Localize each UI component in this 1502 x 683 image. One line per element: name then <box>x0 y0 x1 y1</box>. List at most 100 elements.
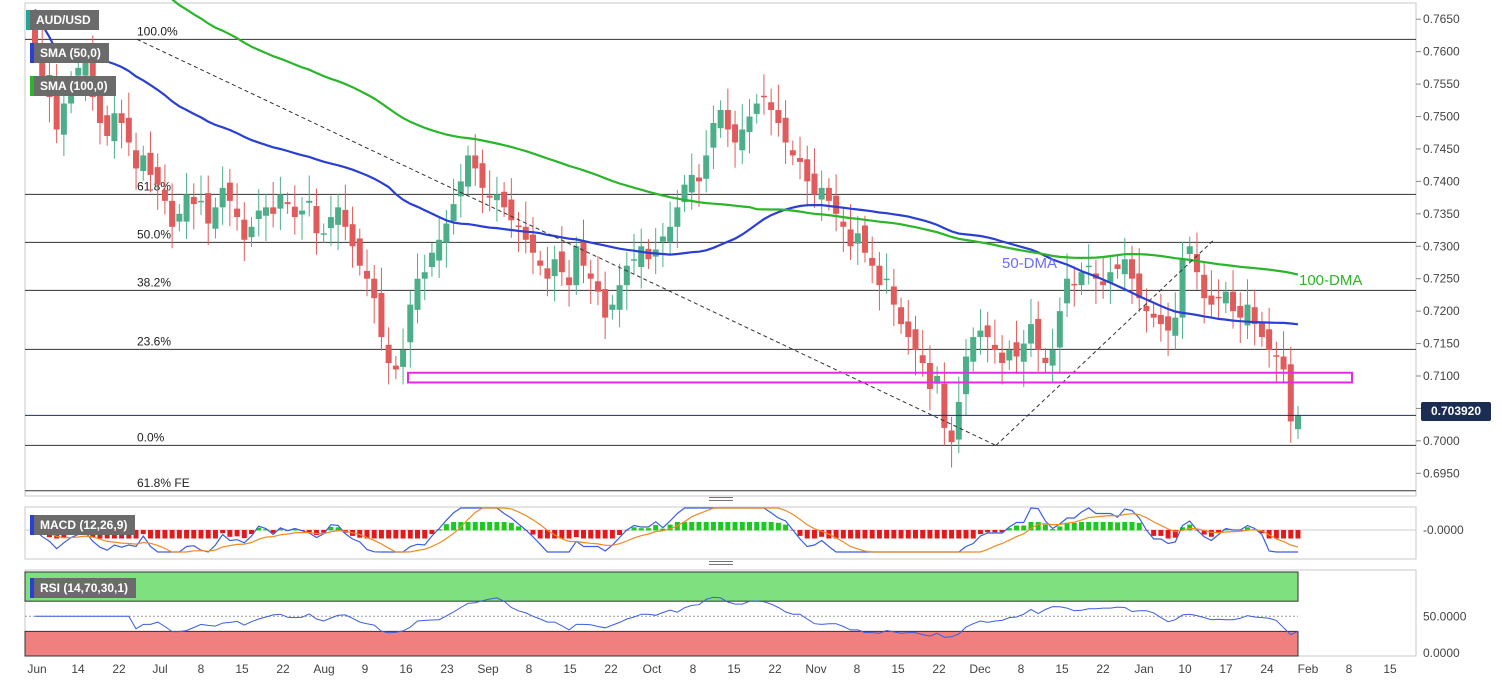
macd-bar <box>689 522 695 531</box>
macd-bar <box>855 530 861 539</box>
candle-body <box>1179 259 1186 318</box>
macd-bar <box>1165 530 1171 539</box>
fib-level-label: 0.0% <box>137 430 165 444</box>
date-tick-label: 8 <box>526 662 533 676</box>
date-tick-label: 22 <box>604 662 618 676</box>
date-tick-label: Jul <box>152 662 167 676</box>
candle-body <box>1222 291 1229 304</box>
macd-bar <box>559 530 565 539</box>
retracement-dashed-down <box>136 38 997 446</box>
macd-bar <box>1136 522 1142 531</box>
macd-bar <box>552 530 558 539</box>
candle-body <box>1143 305 1150 312</box>
candle-body <box>342 209 349 227</box>
macd-bar <box>761 522 767 531</box>
candle-body <box>515 225 522 227</box>
candle-body <box>999 352 1006 364</box>
legend-sma100[interactable]: SMA (100,0) <box>30 76 116 96</box>
candle-body <box>407 304 414 343</box>
date-tick-label: 10 <box>1178 662 1192 676</box>
rsi-label-tag[interactable]: RSI (14,70,30,1) <box>30 578 137 598</box>
macd-label: MACD (12,26,9) <box>40 518 128 532</box>
candle-body <box>1273 355 1280 357</box>
date-tick-label: 8 <box>198 662 205 676</box>
candle-body <box>1193 254 1200 273</box>
candle-body <box>1201 274 1208 299</box>
candle-body <box>861 225 868 253</box>
macd-bar <box>617 530 623 535</box>
macd-bar <box>660 528 666 531</box>
fib-level-label: 61.8% FE <box>137 476 190 490</box>
candle-body <box>551 259 558 277</box>
candle-body <box>775 110 782 124</box>
date-tick-label: Nov <box>805 662 826 676</box>
candle-body <box>833 195 840 214</box>
macd-bar <box>1035 522 1041 531</box>
candle-body <box>501 191 508 208</box>
price-tick-label: 0.7150 <box>1423 337 1460 351</box>
macd-bar <box>472 522 478 531</box>
candle-body <box>616 285 623 310</box>
candle-body <box>580 241 587 266</box>
candle-body <box>645 248 652 260</box>
candle-body <box>118 113 125 124</box>
legend-symbol[interactable]: AUD/USD <box>26 10 99 30</box>
macd-bar <box>465 522 471 531</box>
macd-bar <box>162 530 168 539</box>
legend-sma50[interactable]: SMA (50,0) <box>30 43 109 63</box>
rsi-pane[interactable] <box>24 569 1417 657</box>
candle-body <box>898 307 905 325</box>
candle-body <box>1064 278 1071 304</box>
macd-bar <box>277 528 283 531</box>
candle-body <box>1042 357 1049 364</box>
macd-bar <box>386 530 392 539</box>
candle-body <box>1121 259 1128 275</box>
macd-bar <box>949 530 955 539</box>
macd-bar <box>588 530 594 539</box>
candle-body <box>147 152 154 175</box>
candle-body <box>349 224 356 247</box>
macd-bar <box>407 530 413 539</box>
macd-bar <box>804 530 810 539</box>
macd-label-tag[interactable]: MACD (12,26,9) <box>30 515 136 535</box>
candle-body <box>991 344 998 351</box>
macd-pane[interactable] <box>24 506 1417 560</box>
macd-bar <box>516 526 522 531</box>
candle-body <box>797 158 804 162</box>
price-tick-label: 0.7250 <box>1423 272 1460 286</box>
candle-body <box>1100 281 1107 286</box>
date-tick-label: 22 <box>112 662 126 676</box>
macd-bar <box>270 530 276 534</box>
macd-bar <box>783 524 789 531</box>
candle-body <box>566 277 573 286</box>
candle-body <box>436 239 443 261</box>
ma100-annotation: 100-DMA <box>1299 272 1363 289</box>
candle-body <box>241 219 248 240</box>
candle-body <box>840 221 847 227</box>
candle-body <box>667 226 674 242</box>
pane-splitter-rsi[interactable] <box>709 561 733 567</box>
macd-bar <box>256 527 262 531</box>
sma50-line <box>34 9 1299 326</box>
macd-bar <box>378 530 384 539</box>
candle-body <box>890 286 897 305</box>
price-pane[interactable]: 100.0%61.8%50.0%38.2%23.6%0.0%61.8% FE <box>24 0 1417 497</box>
fib-level-label: 50.0% <box>137 227 171 241</box>
macd-bar <box>321 530 327 533</box>
candle-body <box>710 123 717 148</box>
candle-body <box>688 174 695 193</box>
macd-bar <box>797 530 803 536</box>
candle-body <box>96 94 103 124</box>
macd-bar <box>263 529 269 531</box>
macd-bar <box>205 530 211 539</box>
candle-body <box>1071 283 1078 286</box>
macd-bar <box>1042 524 1048 531</box>
candle-body <box>876 265 883 286</box>
macd-bar <box>335 527 341 531</box>
macd-bar <box>1093 522 1099 531</box>
candle-body <box>602 289 609 318</box>
candle-body <box>1078 272 1085 286</box>
pane-splitter-macd[interactable] <box>709 497 733 503</box>
candle-body <box>1165 316 1172 331</box>
macd-bar <box>566 530 572 539</box>
